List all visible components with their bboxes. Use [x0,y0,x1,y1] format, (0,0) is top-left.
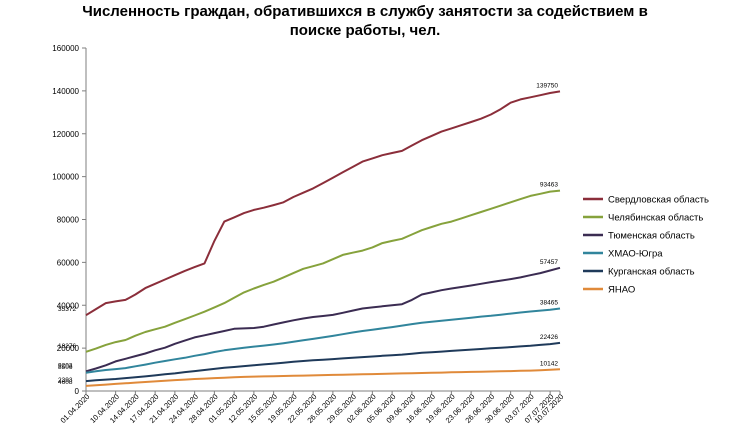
legend-entry: ХМАО-Югра [608,249,663,260]
data-label-last: 57457 [540,259,558,266]
data-label-first: 8506 [58,364,73,371]
axes [82,47,561,394]
x-tick-label: 01.04.2020 [59,392,92,425]
series-line [85,307,561,374]
data-label-first: 9203 [58,362,73,369]
y-tick-label: 160000 [52,44,79,53]
data-label-last: 93463 [540,182,558,189]
data-label-first: 2393 [58,377,73,384]
chart-title: Численность граждан, обратившихся в служ… [82,3,648,39]
y-tick-label: 80000 [57,216,80,225]
x-tick-labels: 01.04.202010.04.202014.04.202017.04.2020… [59,392,566,425]
data-label-first: 18276 [58,343,76,350]
y-tick-label: 140000 [52,87,79,96]
y-tick-label: 40000 [57,301,80,310]
legend-entry: ЯНАО [608,285,635,296]
data-label-last: 10142 [540,360,558,367]
legend: Свердловская область Челябинская область Т… [583,195,709,296]
legend-entry: Челябинская область [608,213,703,224]
y-tick-label: 120000 [52,130,79,139]
data-labels: 35372 139750 18276 93463 9203 57457 8506 38465 4… [58,82,558,386]
y-tick-label: 20000 [57,344,80,353]
y-tick-label: 0 [75,387,80,396]
y-tick-label: 100000 [52,173,79,182]
legend-entry: Курганская область [608,267,695,278]
series-line [85,90,561,317]
data-label-last: 38465 [540,300,558,307]
y-tick-label: 60000 [57,258,80,267]
series-line [85,368,561,387]
y-tick-labels: 0 20000 40000 60000 80000 100000 120000 140000 1… [52,44,79,396]
data-label-last: 139750 [536,82,558,89]
legend-entry: Тюменская область [608,231,695,242]
data-label-first: 4608 [58,379,73,386]
series-line [85,341,561,383]
data-label-first: 35372 [58,306,76,313]
series-line [85,189,561,353]
series-line [85,266,561,373]
legend-entry: Свердловская область [608,195,709,206]
series-lines [85,90,561,387]
data-label-last: 22426 [540,334,558,341]
